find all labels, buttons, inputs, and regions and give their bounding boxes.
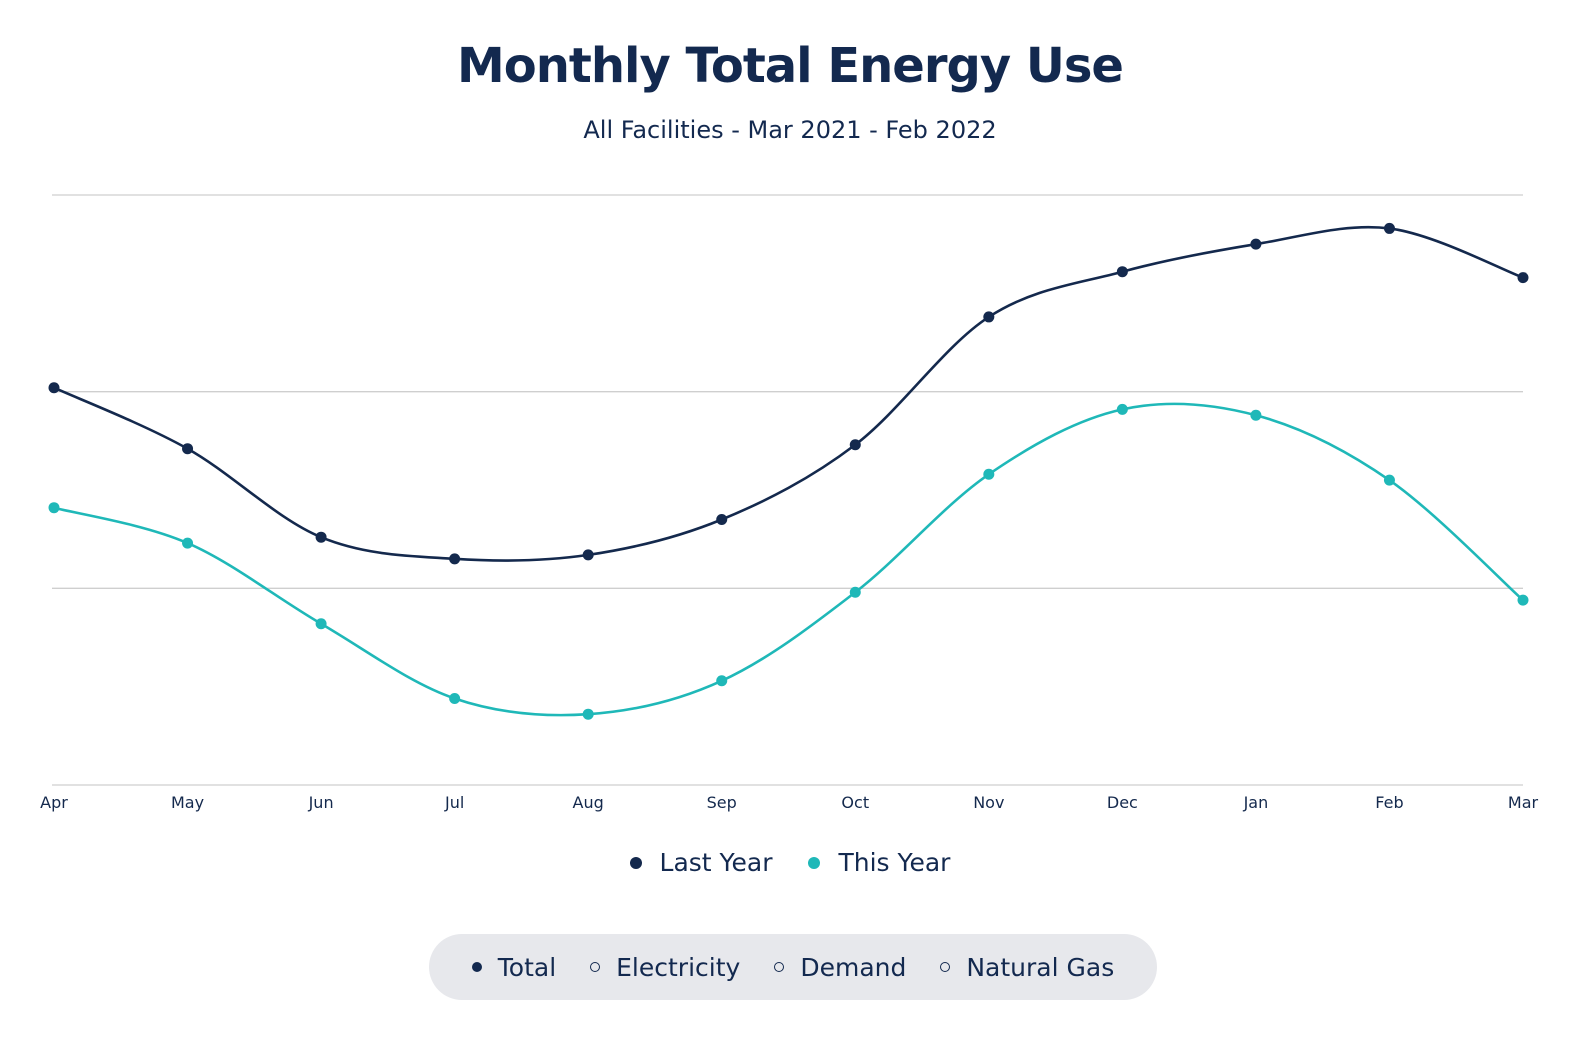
data-point-this-year[interactable] [48,502,60,514]
data-point-this-year[interactable] [582,708,594,720]
data-point-last-year[interactable] [849,439,861,451]
x-tick-label: Feb [1375,793,1403,812]
chart-title: Monthly Total Energy Use [457,38,1124,94]
data-point-last-year[interactable] [983,311,995,323]
data-point-last-year[interactable] [716,514,728,525]
x-tick-label: Aug [573,793,604,812]
legend-item-this-year[interactable]: This Year [808,848,950,877]
data-point-this-year[interactable] [315,618,327,630]
legend-item-last-year[interactable]: Last Year [629,848,773,877]
x-tick-label: Jan [1243,793,1269,812]
legend-dot-icon [629,856,642,869]
series-line-this-year [52,402,1525,717]
data-point-this-year[interactable] [1116,403,1128,415]
data-point-this-year[interactable] [1250,409,1262,421]
x-tick-label: Oct [841,793,869,812]
filter-label: Electricity [616,952,741,982]
chart-legend: Last Year This Year [0,848,1580,877]
data-point-this-year[interactable] [716,675,728,687]
legend-label: Last Year [659,848,773,877]
x-tick-label: Jul [444,793,464,812]
radio-icon [590,962,601,972]
filter-label: Demand [800,952,907,982]
data-point-this-year[interactable] [449,692,461,704]
filter-option-natural-gas[interactable]: Natural Gas [940,953,1114,982]
data-point-last-year[interactable] [449,553,461,565]
x-tick-label: Mar [1508,793,1539,812]
radio-icon [774,962,785,972]
data-point-this-year[interactable] [983,468,995,480]
energy-type-filter: Total Electricity Demand Natural Gas [429,934,1157,1000]
data-point-last-year[interactable] [1250,238,1262,250]
filter-label: Natural Gas [966,952,1115,982]
x-tick-label: May [171,793,204,812]
line-chart: Apr May Jun Jul Aug Sep Oct Nov Dec Jan Feb Mar [40,194,1539,812]
legend-dot-icon [808,856,821,869]
data-point-this-year[interactable] [1383,474,1395,486]
filter-option-electricity[interactable]: Electricity [590,953,740,982]
data-point-last-year[interactable] [1383,222,1395,234]
x-tick-label: Apr [40,793,68,812]
data-point-last-year[interactable] [48,382,60,394]
filter-label: Total [497,952,557,982]
data-point-this-year[interactable] [849,586,861,598]
x-tick-label: Sep [707,793,737,812]
legend-label: This Year [838,848,951,877]
x-tick-label: Nov [973,793,1004,812]
data-point-this-year[interactable] [182,537,194,549]
data-point-last-year[interactable] [582,549,594,561]
radio-selected-icon [471,962,482,972]
filter-option-demand[interactable]: Demand [774,953,906,982]
data-point-this-year[interactable] [1517,594,1529,606]
filter-option-total[interactable]: Total [471,952,557,982]
radio-icon [940,962,951,972]
data-point-last-year[interactable] [182,443,194,455]
data-point-last-year[interactable] [1517,272,1529,284]
chart-subtitle: All Facilities - Mar 2021 - Feb 2022 [583,116,997,144]
series-line-last-year [52,225,1525,562]
x-tick-label: Dec [1107,793,1138,812]
data-point-last-year[interactable] [315,531,327,543]
data-point-last-year[interactable] [1116,266,1128,278]
x-tick-label: Jun [308,793,334,812]
